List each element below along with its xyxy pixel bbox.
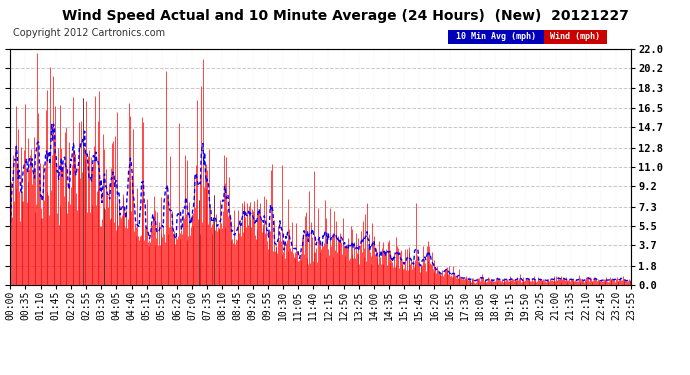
Text: Wind (mph): Wind (mph) <box>551 33 600 42</box>
FancyBboxPatch shape <box>544 30 607 44</box>
Text: Copyright 2012 Cartronics.com: Copyright 2012 Cartronics.com <box>14 28 166 38</box>
Text: 10 Min Avg (mph): 10 Min Avg (mph) <box>456 33 536 42</box>
Text: Wind Speed Actual and 10 Minute Average (24 Hours)  (New)  20121227: Wind Speed Actual and 10 Minute Average … <box>61 9 629 23</box>
FancyBboxPatch shape <box>448 30 544 44</box>
